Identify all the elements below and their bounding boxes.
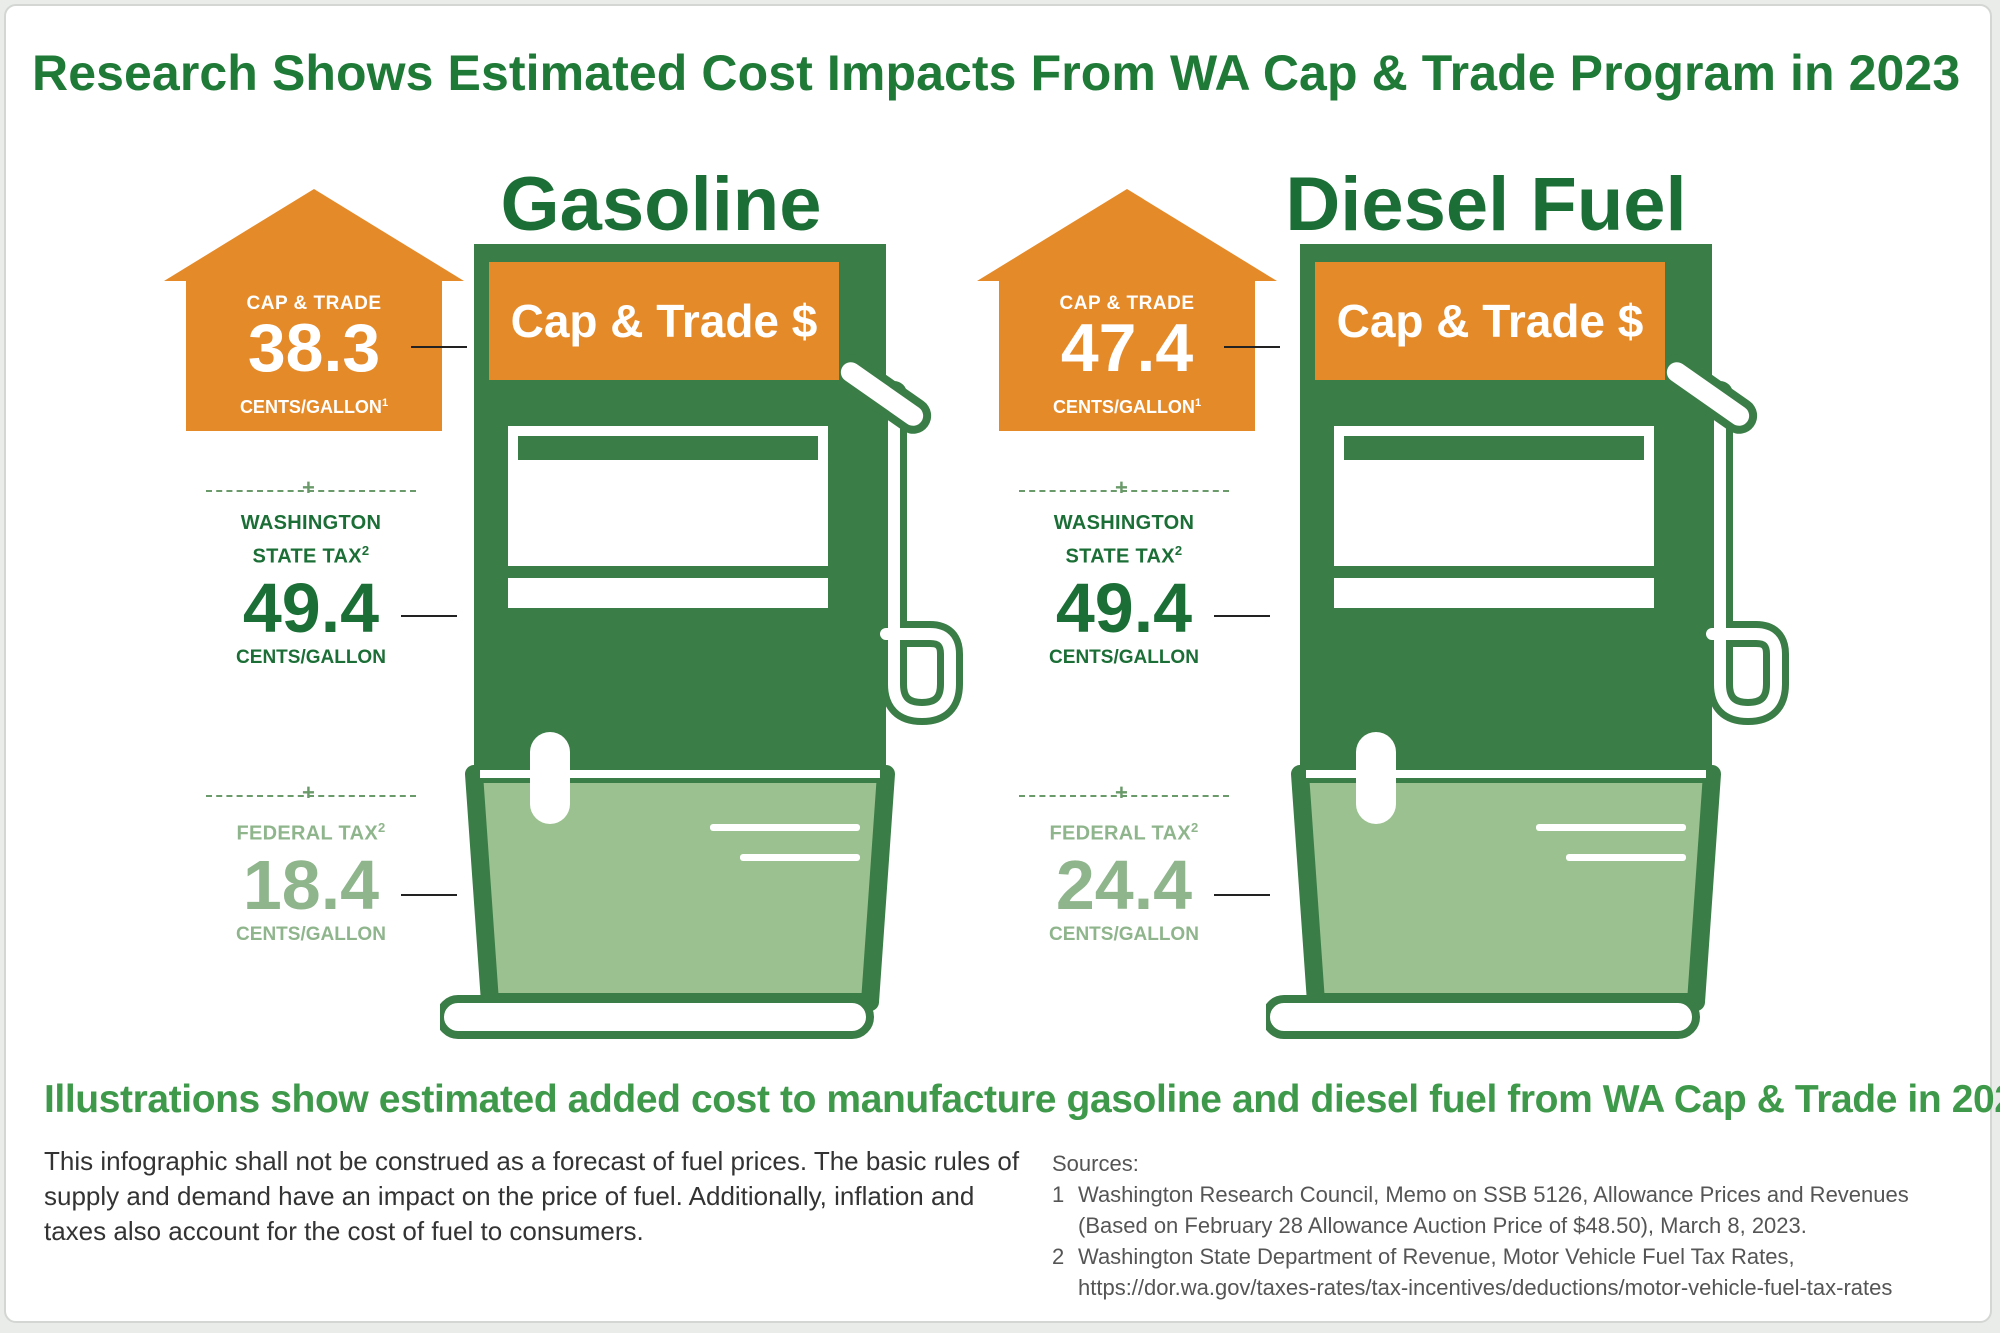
pump-label: Cap & Trade $ (510, 295, 818, 347)
cap-trade-value: 38.3 (247, 310, 381, 386)
leader-line (411, 346, 467, 348)
leader-line (1224, 346, 1280, 348)
leader-line (401, 894, 457, 896)
plus-icon: + (1115, 475, 1128, 500)
diesel-state-tax: WASHINGTON STATE TAX2 49.4 CENTS/GALLON (994, 509, 1254, 671)
divider-dashed (206, 490, 416, 492)
federal-tax-unit: CENTS/GALLON (1049, 923, 1199, 945)
pump-label: Cap & Trade $ (1336, 295, 1644, 347)
divider-dashed (1019, 490, 1229, 492)
divider-dashed (1019, 795, 1229, 797)
state-tax-unit: CENTS/GALLON (236, 646, 386, 668)
cap-trade-value: 47.4 (1060, 310, 1194, 386)
leader-line (1214, 894, 1270, 896)
cap-trade-unit: CENTS/GALLON1 (239, 397, 389, 417)
state-tax-label-line1: WASHINGTON (1053, 512, 1195, 534)
plus-icon: + (302, 475, 315, 500)
sources-list: Sources: 1 Washington Research Council, … (1052, 1148, 1972, 1303)
cap-trade-label: CAP & TRADE (246, 293, 382, 314)
diesel-cap-trade-arrow: CAP & TRADE 47.4 CENTS/GALLON1 (977, 189, 1277, 431)
infographic-subtitle: Illustrations show estimated added cost … (44, 1078, 2000, 1121)
disclaimer-text: This infographic shall not be construed … (44, 1146, 1020, 1246)
sources-heading: Sources: (1052, 1151, 1139, 1176)
infographic-title: Research Shows Estimated Cost Impacts Fr… (32, 45, 1961, 101)
cap-trade-display: Cap & Trade $ (489, 262, 839, 380)
infographic-frame: Research Shows Estimated Cost Impacts Fr… (4, 4, 2000, 1323)
federal-tax-unit: CENTS/GALLON (236, 923, 386, 945)
source-url: https://dor.wa.gov/taxes-rates/tax-incen… (1078, 1275, 1893, 1300)
state-tax-label-line1: WASHINGTON (240, 512, 382, 534)
cap-trade-unit: CENTS/GALLON1 (1052, 397, 1202, 417)
gasoline-title: Gasoline (500, 162, 822, 247)
state-tax-label-line2: STATE TAX2 (1065, 543, 1183, 568)
cap-trade-display: Cap & Trade $ (1315, 262, 1665, 380)
gasoline-state-tax: WASHINGTON STATE TAX2 49.4 CENTS/GALLON (181, 509, 441, 671)
federal-tax-label: FEDERAL TAX2 (236, 820, 386, 845)
source-item: 2 Washington State Department of Revenue… (1052, 1241, 1972, 1303)
federal-tax-value: 24.4 (1055, 845, 1193, 924)
state-tax-value: 49.4 (242, 568, 380, 647)
state-tax-unit: CENTS/GALLON (1049, 646, 1199, 668)
state-tax-label-line2: STATE TAX2 (252, 543, 370, 568)
plus-icon: + (1115, 780, 1128, 805)
federal-tax-value: 18.4 (242, 845, 380, 924)
divider-dashed (206, 795, 416, 797)
leader-line (1214, 615, 1270, 617)
cap-trade-label: CAP & TRADE (1059, 293, 1195, 314)
leader-line (401, 615, 457, 617)
diesel-pump-illustration: Cap & Trade $ (1262, 244, 1806, 1044)
diesel-federal-tax: FEDERAL TAX2 24.4 CENTS/GALLON (994, 814, 1254, 948)
diesel-title: Diesel Fuel (1285, 162, 1687, 247)
source-item: 1 Washington Research Council, Memo on S… (1052, 1182, 1909, 1238)
gasoline-cap-trade-arrow: CAP & TRADE 38.3 CENTS/GALLON1 (164, 189, 464, 431)
state-tax-value: 49.4 (1055, 568, 1193, 647)
plus-icon: + (302, 780, 315, 805)
gasoline-pump-illustration: Cap & Trade $ (436, 244, 980, 1044)
gasoline-federal-tax: FEDERAL TAX2 18.4 CENTS/GALLON (181, 814, 441, 948)
federal-tax-label: FEDERAL TAX2 (1049, 820, 1199, 845)
